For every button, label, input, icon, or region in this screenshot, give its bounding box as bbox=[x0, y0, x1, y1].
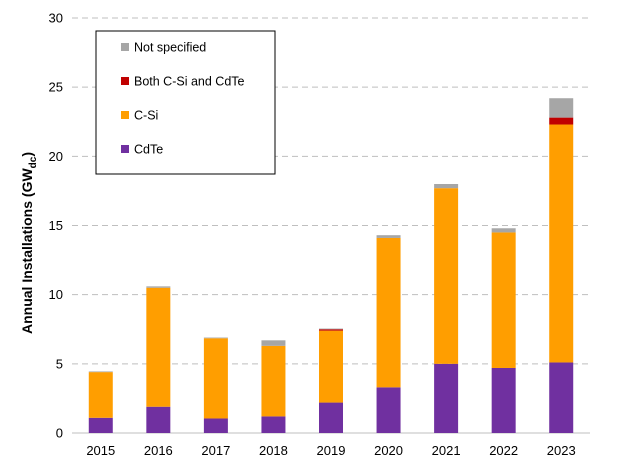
legend-label: C-Si bbox=[134, 109, 158, 123]
y-axis-label-subscript: dc bbox=[28, 156, 39, 168]
y-tick-label: 15 bbox=[49, 218, 63, 233]
bar-segment-c-si bbox=[319, 330, 343, 403]
x-tick-label: 2019 bbox=[317, 443, 346, 458]
bar-segment-cdte bbox=[491, 367, 516, 433]
bar-segment-c-si bbox=[261, 345, 286, 417]
bar-segment-c-si bbox=[491, 232, 516, 368]
y-tick-label: 10 bbox=[49, 287, 63, 302]
bar-segment-not-specified bbox=[434, 184, 459, 189]
bar-segment-both-c-si-and-cdte bbox=[319, 329, 343, 331]
bar-segment-cdte bbox=[88, 417, 113, 433]
bar-segment-c-si bbox=[203, 338, 228, 419]
bar-segment-not-specified bbox=[491, 228, 516, 233]
x-tick-label: 2015 bbox=[86, 443, 115, 458]
legend-swatch bbox=[121, 43, 129, 51]
bar-segment-c-si bbox=[376, 237, 401, 388]
x-tick-label: 2017 bbox=[201, 443, 230, 458]
bar-segment-not-specified bbox=[376, 235, 401, 238]
x-tick-label: 2016 bbox=[144, 443, 173, 458]
y-axis-label-close: ) bbox=[19, 152, 35, 157]
bar-segment-c-si bbox=[88, 372, 113, 418]
y-tick-label: 0 bbox=[56, 426, 63, 441]
y-axis-ticks: 0 5 10 15 20 25 30 bbox=[49, 11, 63, 441]
y-tick-label: 5 bbox=[56, 356, 63, 371]
y-axis-label-main: Annual Installations (GW bbox=[19, 168, 35, 334]
bar-segment-not-specified bbox=[88, 371, 113, 373]
bar-segment-cdte bbox=[549, 362, 574, 433]
bar-segment-cdte bbox=[376, 387, 401, 433]
y-tick-label: 20 bbox=[49, 149, 63, 164]
legend-label: Not specified bbox=[134, 41, 206, 55]
bar-segment-c-si bbox=[549, 124, 574, 363]
legend-label: CdTe bbox=[134, 143, 163, 157]
legend-label: Both C-Si and CdTe bbox=[134, 75, 245, 89]
legend-swatch bbox=[121, 111, 129, 119]
x-tick-label: 2020 bbox=[374, 443, 403, 458]
x-tick-label: 2018 bbox=[259, 443, 288, 458]
bar-segment-c-si bbox=[434, 188, 459, 364]
y-tick-label: 30 bbox=[49, 11, 63, 26]
bar-segment-not-specified bbox=[549, 98, 574, 118]
legend-swatch bbox=[121, 77, 129, 85]
bar-segment-cdte bbox=[319, 402, 343, 433]
bar-segment-cdte bbox=[434, 363, 459, 433]
bar-segment-both-c-si-and-cdte bbox=[549, 117, 574, 125]
bar-segment-cdte bbox=[203, 418, 228, 433]
x-axis-ticks: 2015 2016 2017 2018 2019 2020 2021 2022 2023 bbox=[86, 443, 575, 458]
y-axis-label: Annual Installations (GWdc) bbox=[19, 152, 39, 334]
bar-segment-not-specified bbox=[261, 340, 286, 346]
bar-segment-cdte bbox=[146, 406, 171, 433]
bar-segment-cdte bbox=[261, 416, 286, 433]
bar-segment-not-specified bbox=[203, 337, 228, 339]
legend-swatch bbox=[121, 145, 129, 153]
bar-segment-not-specified bbox=[146, 286, 171, 288]
x-tick-label: 2021 bbox=[432, 443, 461, 458]
x-tick-label: 2022 bbox=[489, 443, 518, 458]
bar-segment-not-specified bbox=[319, 328, 343, 330]
y-tick-label: 25 bbox=[49, 80, 63, 95]
bars bbox=[88, 98, 574, 433]
legend: Not specified Both C-Si and CdTe C-Si CdTe bbox=[95, 30, 276, 175]
x-tick-label: 2023 bbox=[547, 443, 576, 458]
bar-segment-c-si bbox=[146, 287, 171, 407]
